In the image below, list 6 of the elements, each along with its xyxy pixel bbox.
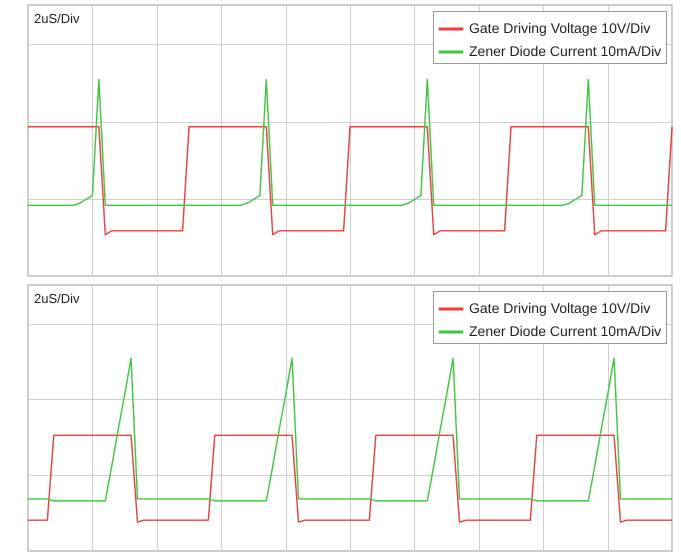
text: 2uS/Div: [34, 11, 80, 26]
text: 2uS/Div: [34, 291, 80, 306]
legend-label: Zener Diode Current 10mA/Div: [469, 43, 662, 59]
legend-label: Gate Driving Voltage 10V/Div: [469, 20, 650, 36]
legend-label: Gate Driving Voltage 10V/Div: [469, 300, 650, 316]
legend-label: Zener Diode Current 10mA/Div: [469, 323, 662, 339]
